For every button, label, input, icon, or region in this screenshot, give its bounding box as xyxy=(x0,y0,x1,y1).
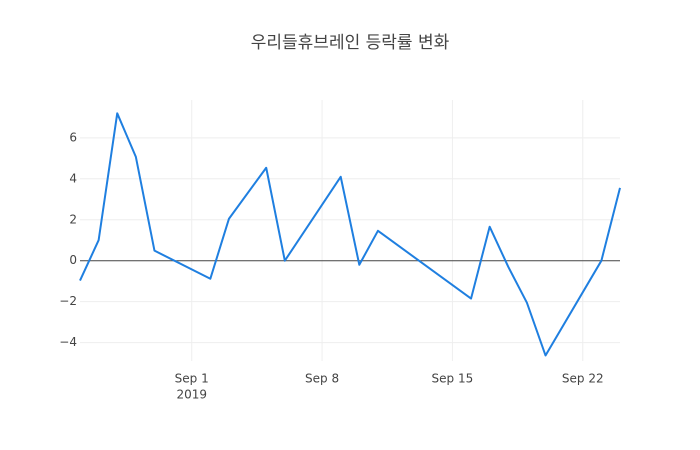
y-tick-label: 4 xyxy=(69,171,77,185)
x-tick-label: Sep 8 xyxy=(305,372,339,386)
x-year-label: 2019 xyxy=(176,388,207,402)
y-tick-label: 2 xyxy=(69,212,77,226)
data-line xyxy=(79,112,621,357)
chart-title: 우리들휴브레인 등락률 변화 xyxy=(251,33,450,53)
x-tick-label: Sep 22 xyxy=(562,372,604,386)
y-tick-label: −2 xyxy=(59,294,77,308)
y-tick-label: −4 xyxy=(59,335,77,349)
y-tick-label: 0 xyxy=(69,253,77,267)
y-tick-label: 6 xyxy=(69,130,77,144)
x-tick-label: Sep 15 xyxy=(432,372,474,386)
x-tick-label: Sep 1 xyxy=(175,372,209,386)
